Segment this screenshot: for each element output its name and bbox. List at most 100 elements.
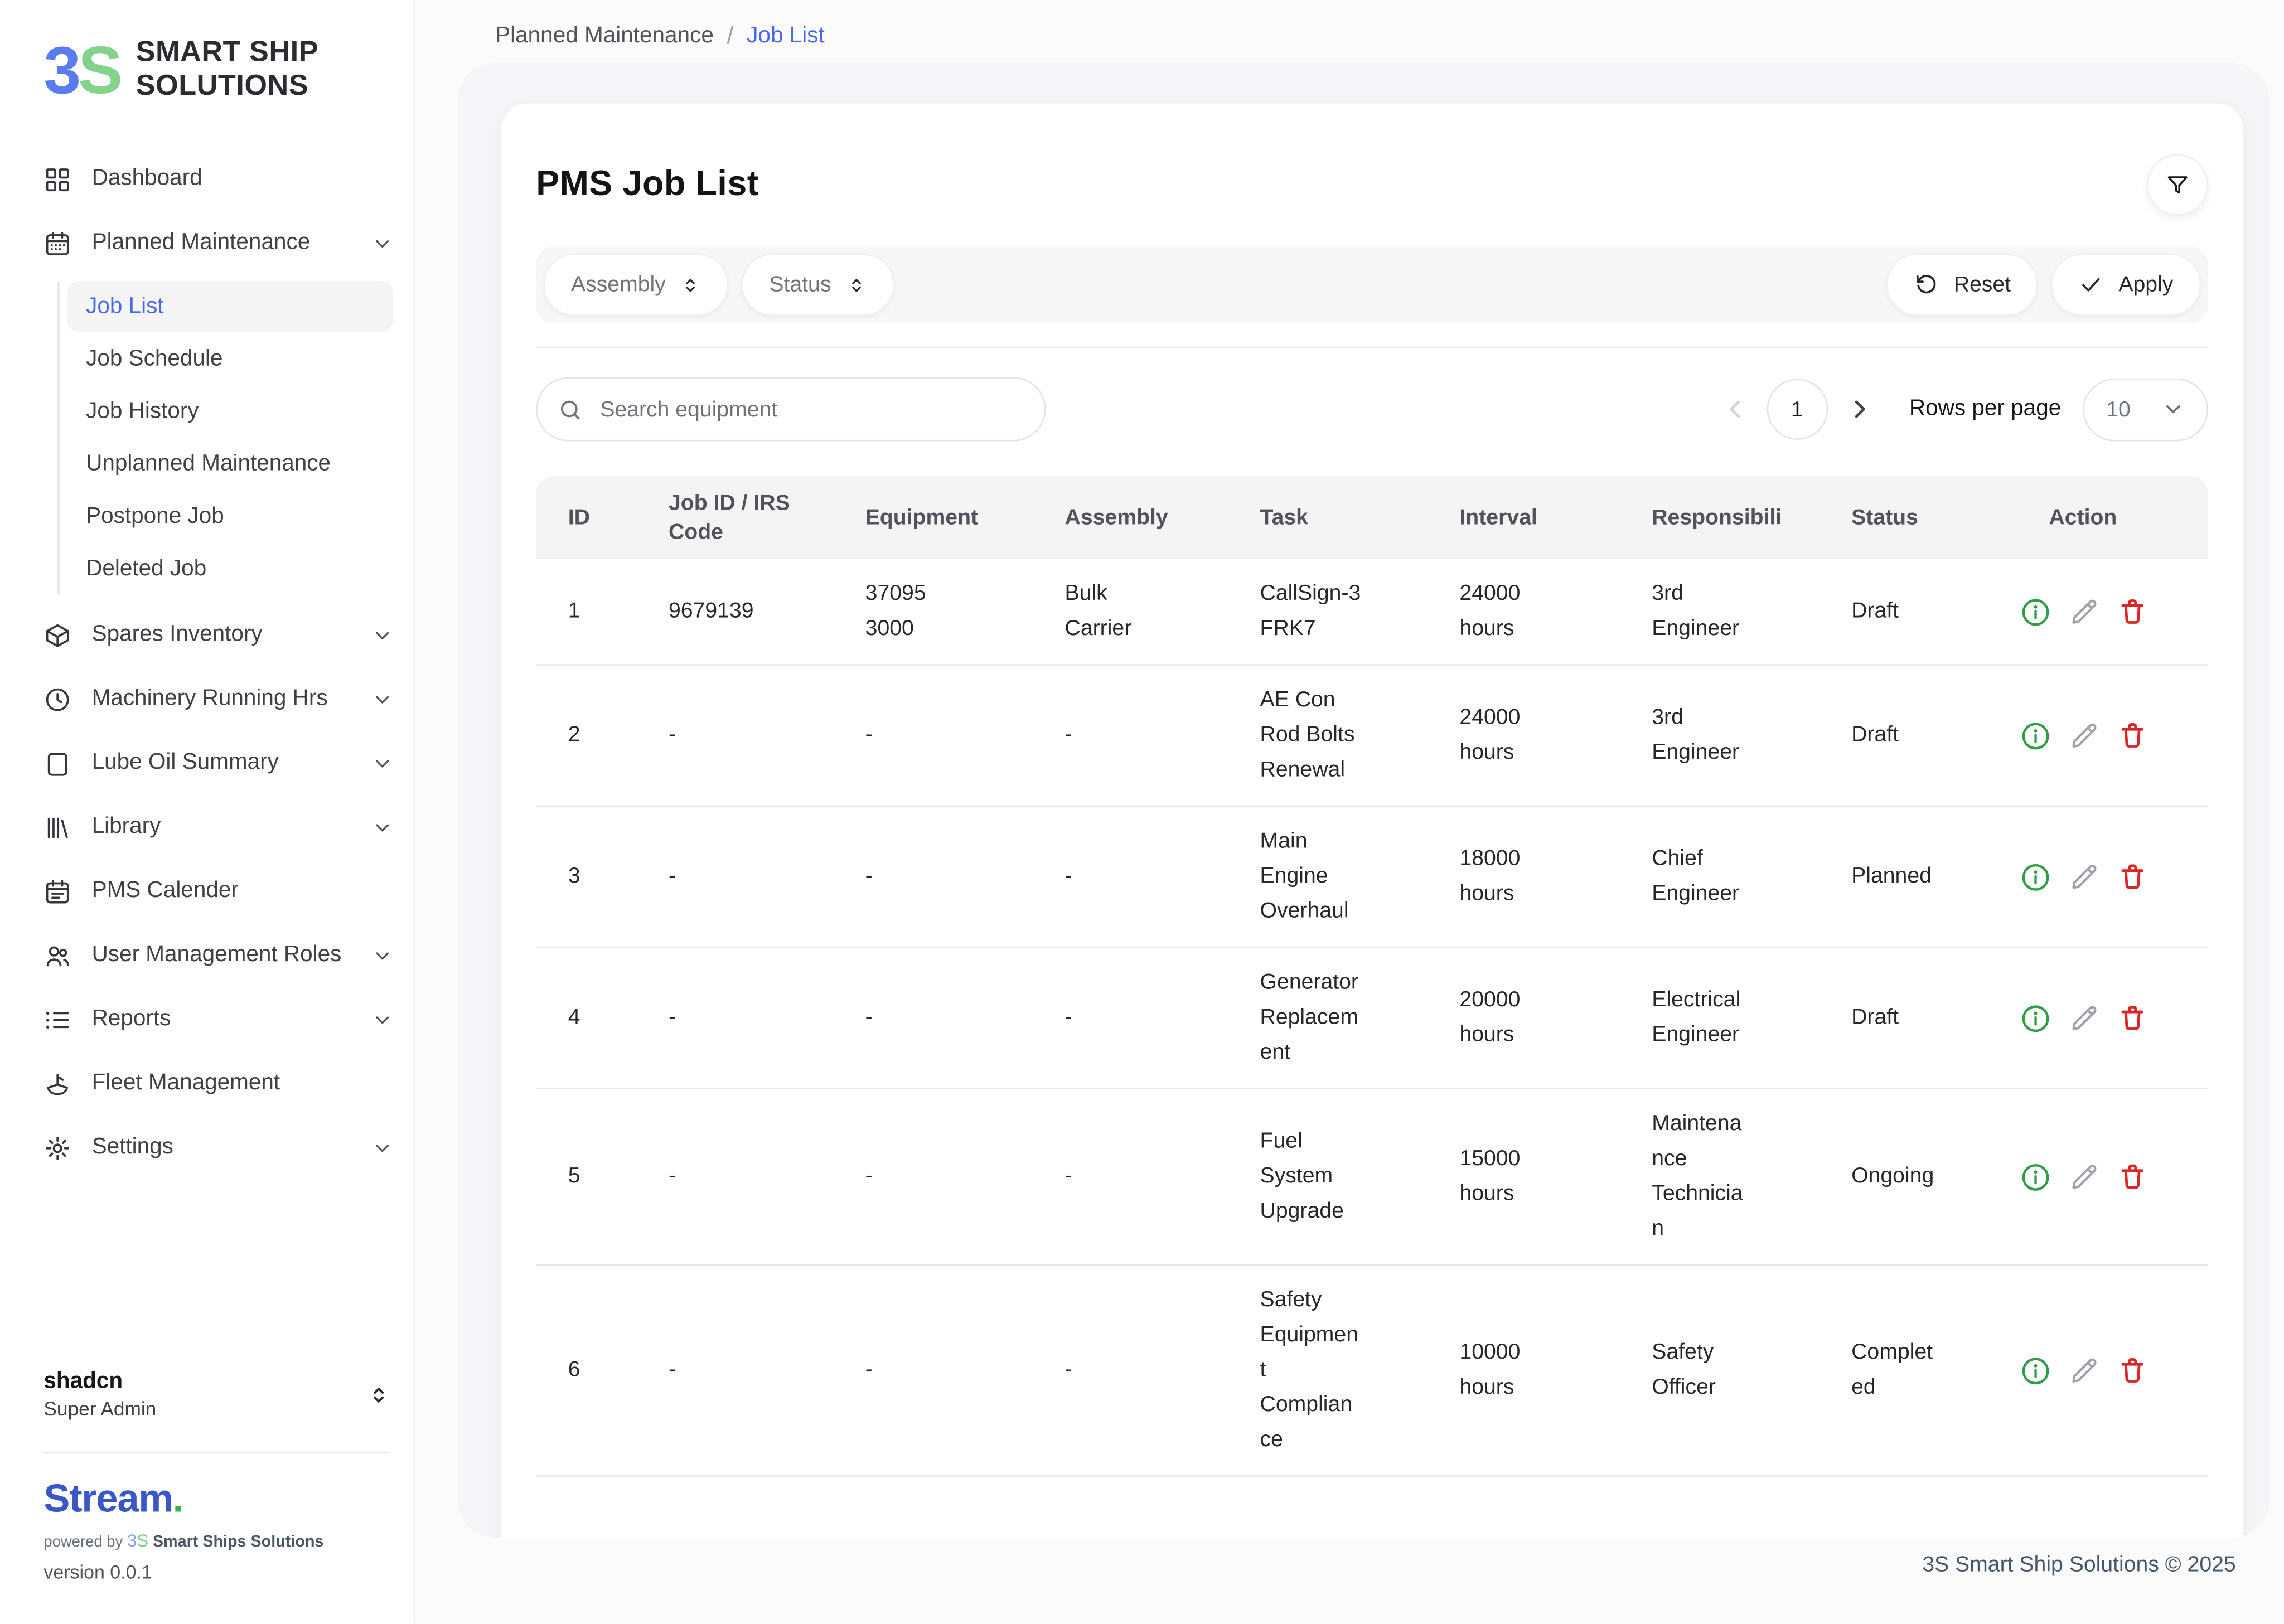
cell-responsibility: Safety Officer [1652, 1335, 1851, 1405]
pencil-icon [2069, 720, 2098, 749]
cell-interval: 15000 hours [1459, 1142, 1652, 1211]
sidebar-item-postpone-job[interactable]: Postpone Job [67, 491, 393, 541]
info-button[interactable] [2020, 720, 2050, 751]
edit-button[interactable] [2069, 597, 2098, 627]
sidebar-item-reports[interactable]: Reports [43, 993, 393, 1046]
cell-assembly: - [1065, 718, 1260, 753]
sidebar-item-label: Dashboard [92, 166, 202, 192]
edit-button[interactable] [2069, 1002, 2098, 1033]
pencil-icon [2069, 597, 2098, 626]
column-header-equipment: Equipment [865, 505, 1065, 530]
sidebar-item-label: Planned Maintenance [92, 230, 311, 256]
info-button[interactable] [2020, 1161, 2050, 1192]
edit-button[interactable] [2069, 1161, 2098, 1192]
search-icon [558, 397, 582, 421]
check-icon [2079, 272, 2104, 297]
next-page-button[interactable] [1845, 395, 1874, 424]
sidebar-item-label: User Management Roles [92, 942, 342, 968]
sidebar-item-fleet-management[interactable]: Fleet Management [43, 1057, 393, 1109]
apply-button[interactable]: Apply [2051, 254, 2201, 316]
delete-button[interactable] [2117, 1161, 2146, 1192]
pencil-icon [2069, 1161, 2098, 1190]
cell-assembly: Bulk Carrier [1065, 576, 1260, 646]
breadcrumb-parent[interactable]: Planned Maintenance [495, 23, 714, 50]
sidebar: 3S SMART SHIP SOLUTIONS Dashboard Planne… [0, 0, 415, 1624]
cell-interval: 24000 hours [1459, 700, 1652, 770]
edit-button[interactable] [2069, 720, 2098, 751]
sidebar-item-machinery-running-hrs[interactable]: Machinery Running Hrs [43, 673, 393, 725]
calendar-lines-icon [43, 878, 71, 905]
info-button[interactable] [2020, 1355, 2050, 1386]
delete-button[interactable] [2117, 861, 2146, 892]
edit-button[interactable] [2069, 861, 2098, 892]
breadcrumb-current[interactable]: Job List [747, 23, 825, 50]
sidebar-item-lube-oil-summary[interactable]: Lube Oil Summary [43, 737, 393, 789]
cell-id: 3 [536, 859, 669, 894]
cell-assembly: - [1065, 1353, 1260, 1388]
sidebar-item-user-management-roles[interactable]: User Management Roles [43, 929, 393, 982]
assembly-filter-dropdown[interactable]: Assembly [543, 254, 728, 316]
logo-3s-mark: 3S [43, 36, 120, 103]
reset-button[interactable]: Reset [1887, 254, 2039, 316]
pms-job-list-card: PMS Job List Assembly [501, 103, 2243, 1538]
delete-button[interactable] [2117, 1002, 2146, 1033]
content-shell: PMS Job List Assembly [457, 62, 2270, 1538]
list-icon [43, 1006, 71, 1034]
pencil-icon [2069, 861, 2098, 890]
cell-task: CallSign-3 FRK7 [1260, 576, 1460, 646]
app-logo: 3S SMART SHIP SOLUTIONS [43, 36, 413, 103]
cell-responsibility: 3rd Engineer [1652, 700, 1851, 770]
status-filter-dropdown[interactable]: Status [742, 254, 894, 316]
chevron-down-icon [371, 944, 393, 966]
search-box [536, 377, 1046, 442]
column-header-assembly: Assembly [1065, 505, 1260, 530]
edit-button[interactable] [2069, 1355, 2098, 1386]
previous-page-button[interactable] [1720, 395, 1749, 424]
column-header-job-id: Job ID / IRS Code [669, 488, 865, 546]
gear-icon [43, 1134, 71, 1162]
cell-task: Main Engine Overhaul [1260, 825, 1460, 929]
rows-per-page-select[interactable]: 10 [2083, 378, 2208, 440]
logo-wordmark: SMART SHIP SOLUTIONS [136, 36, 318, 103]
sidebar-item-pms-calender[interactable]: PMS Calender [43, 865, 393, 918]
cell-actions [2003, 720, 2207, 751]
info-icon [2020, 1161, 2050, 1192]
info-icon [2020, 597, 2050, 627]
sidebar-item-spares-inventory[interactable]: Spares Inventory [43, 609, 393, 661]
column-header-task: Task [1260, 505, 1460, 530]
sidebar-item-library[interactable]: Library [43, 801, 393, 854]
sidebar-item-label: Fleet Management [92, 1070, 280, 1097]
sidebar-item-job-history[interactable]: Job History [67, 386, 393, 437]
filter-button[interactable] [2147, 154, 2208, 216]
table-row: 1 9679139 370953000 Bulk Carrier CallSig… [536, 559, 2208, 666]
user-menu[interactable]: shadcn Super Admin [43, 1368, 390, 1423]
sidebar-item-deleted-job[interactable]: Deleted Job [67, 543, 393, 594]
sidebar-item-label: Lube Oil Summary [92, 750, 279, 776]
clipboard-icon [43, 749, 71, 777]
pencil-icon [2069, 1002, 2098, 1031]
sidebar-item-unplanned-maintenance[interactable]: Unplanned Maintenance [67, 438, 393, 489]
table-header-row: ID Job ID / IRS Code Equipment Assembly … [536, 476, 2208, 559]
sidebar-item-dashboard[interactable]: Dashboard [43, 153, 393, 205]
main-area: Planned Maintenance / Job List PMS Job L… [415, 0, 2283, 1624]
info-button[interactable] [2020, 597, 2050, 627]
sidebar-item-planned-maintenance[interactable]: Planned Maintenance [43, 217, 393, 269]
cell-job-id: - [669, 859, 865, 894]
stream-logo: Stream. [43, 1477, 390, 1520]
chevron-down-icon [371, 624, 393, 646]
info-button[interactable] [2020, 1002, 2050, 1033]
sidebar-item-job-schedule[interactable]: Job Schedule [67, 333, 393, 384]
cell-task: Safety Equipment Compliance [1260, 1283, 1460, 1457]
info-button[interactable] [2020, 861, 2050, 892]
cell-interval: 10000 hours [1459, 1335, 1652, 1405]
delete-button[interactable] [2117, 1355, 2146, 1386]
delete-button[interactable] [2117, 597, 2146, 627]
sidebar-footer: shadcn Super Admin Stream. powered by 3S… [43, 1368, 390, 1583]
delete-button[interactable] [2117, 720, 2146, 751]
trash-icon [2117, 597, 2146, 626]
divider [43, 1452, 390, 1453]
page-number-button[interactable]: 1 [1767, 379, 1828, 440]
sidebar-item-settings[interactable]: Settings [43, 1121, 393, 1174]
sidebar-item-job-list[interactable]: Job List [67, 281, 393, 332]
search-input[interactable] [597, 395, 1024, 423]
